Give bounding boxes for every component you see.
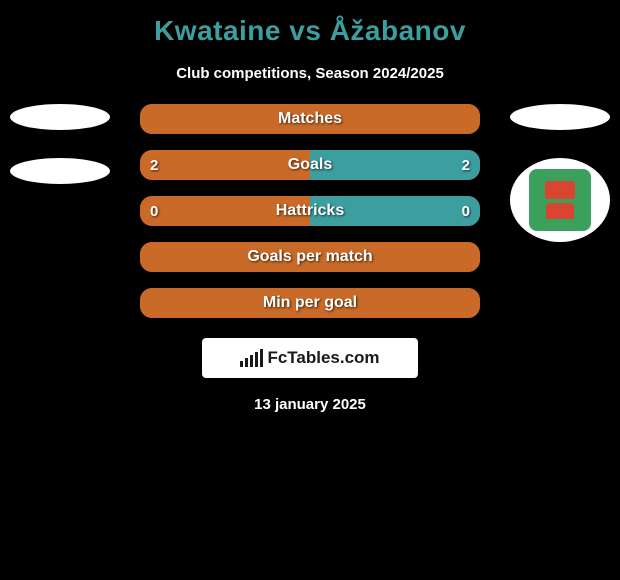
- stat-row: Matches: [140, 104, 480, 134]
- stat-value-left: 0: [150, 203, 158, 220]
- brand-box: FcTables.com: [202, 338, 418, 378]
- stat-row: Min per goal: [140, 288, 480, 318]
- left-badge-1: [10, 104, 110, 130]
- crest-top-shape: [545, 181, 575, 199]
- stat-row: Hattricks0 0: [140, 196, 480, 226]
- crest-animal-shape: [546, 203, 574, 219]
- footer-date: 13 january 2025: [254, 396, 366, 413]
- brand-text: FcTables.com: [267, 348, 379, 368]
- brand-bar: [250, 355, 253, 367]
- page-subtitle: Club competitions, Season 2024/2025: [176, 65, 444, 82]
- brand-bar: [260, 349, 263, 367]
- brand-bar: [245, 358, 248, 367]
- comparison-card: Kwataine vs Åžabanov Club competitions, …: [0, 0, 620, 423]
- brand-bars-icon: [240, 349, 263, 367]
- stat-value-right: 0: [462, 203, 470, 220]
- stat-value-right: 2: [462, 157, 470, 174]
- left-player-badges: [10, 104, 110, 212]
- right-club-crest: [510, 158, 610, 242]
- stat-label: Matches: [140, 110, 480, 128]
- brand-bar: [255, 352, 258, 367]
- stat-rows: Matches Goals2 2 Hattricks0 0 Goals per match…: [140, 104, 480, 318]
- crest-shield-icon: [529, 169, 591, 231]
- stat-label: Hattricks: [140, 202, 480, 220]
- brand-bar: [240, 361, 243, 367]
- page-title: Kwataine vs Åžabanov: [154, 15, 466, 47]
- stat-row: Goals2 2: [140, 150, 480, 180]
- stat-row: Goals per match: [140, 242, 480, 272]
- stat-value-left: 2: [150, 157, 158, 174]
- right-player-badges: [510, 104, 610, 242]
- stats-area: Matches Goals2 2 Hattricks0 0 Goals per match…: [0, 104, 620, 318]
- right-badge-1: [510, 104, 610, 130]
- stat-label: Goals: [140, 156, 480, 174]
- stat-label: Min per goal: [140, 294, 480, 312]
- left-badge-2: [10, 158, 110, 184]
- stat-label: Goals per match: [140, 248, 480, 266]
